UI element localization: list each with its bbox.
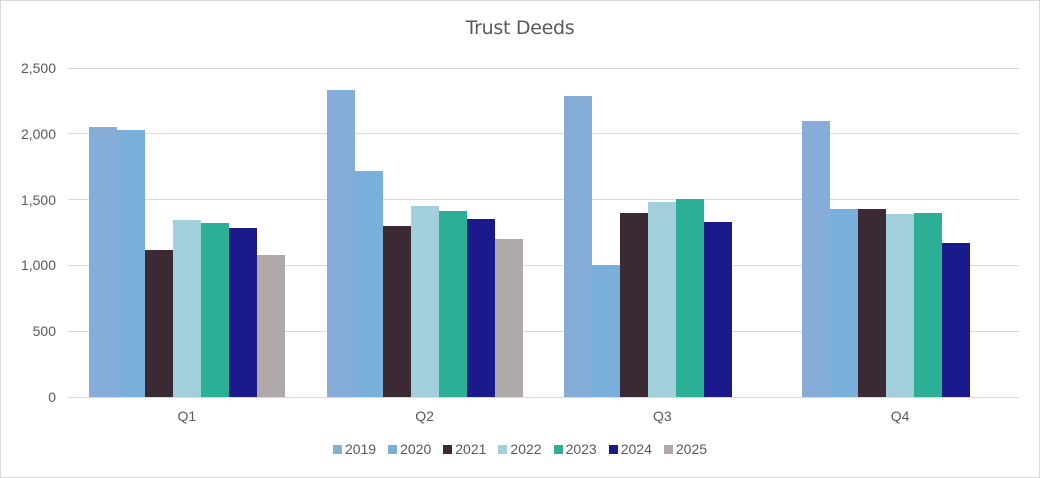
legend: 2019 2020 2021 2022 2023 2024 2025 [0,441,1040,457]
bar-q3-2022[interactable] [648,202,677,397]
chart-title: Trust Deeds [465,17,575,39]
gridline [68,199,1019,201]
bar-q2-2023[interactable] [438,211,467,397]
legend-item-2025[interactable]: 2025 [663,441,708,457]
y-tick-label: 1,000 [20,257,56,274]
bar-q4-2024[interactable] [942,243,971,397]
bar-q2-2019[interactable] [326,90,355,397]
bar-q3-2019[interactable] [564,96,593,397]
gridline [68,330,1019,332]
bar-q1-2022[interactable] [172,220,201,397]
legend-item-2022[interactable]: 2022 [498,441,542,457]
legend-label: 2023 [565,441,597,457]
legend-item-2023[interactable]: 2023 [553,441,597,457]
bar-q4-2019[interactable] [802,121,831,397]
legend-swatch-icon [332,444,342,454]
bar-q2-2020[interactable] [354,170,383,397]
legend-swatch-icon [663,444,673,454]
legend-label: 2022 [510,441,542,457]
legend-item-2020[interactable]: 2020 [388,441,431,457]
bar-q3-2021[interactable] [620,213,649,397]
bar-q1-2019[interactable] [88,127,117,397]
bar-q3-2023[interactable] [676,199,705,397]
bar-q2-2021[interactable] [382,226,411,397]
gridline [68,264,1019,266]
legend-label: 2020 [400,441,432,457]
bar-q1-2020[interactable] [116,130,145,397]
bar-q4-2022[interactable] [886,213,915,397]
legend-item-2021[interactable]: 2021 [443,441,486,457]
y-tick-label: 500 [32,323,56,340]
legend-swatch-icon [388,444,398,454]
bar-q2-2022[interactable] [410,206,439,397]
bar-q4-2021[interactable] [858,208,887,397]
legend-item-2019[interactable]: 2019 [332,441,377,457]
gridline [68,396,1019,398]
bar-q1-2021[interactable] [144,250,173,397]
bar-q3-2024[interactable] [704,221,733,397]
plot-area [68,67,1019,398]
bar-q2-2024[interactable] [466,219,495,397]
x-tick-label: Q1 [177,408,197,424]
legend-label: 2025 [675,441,708,457]
legend-item-2024[interactable]: 2024 [608,441,652,457]
bar-q4-2020[interactable] [830,208,859,397]
y-tick-label: 0 [48,389,56,405]
legend-label: 2024 [620,441,652,457]
x-tick-label: Q4 [890,408,910,424]
legend-swatch-icon [498,444,508,454]
bar-q1-2024[interactable] [228,228,257,397]
y-tick-label: 2,500 [20,60,56,76]
y-tick-label: 2,000 [20,125,56,142]
bar-q4-2023[interactable] [914,213,943,397]
bar-q1-2025[interactable] [256,255,285,397]
bar-q3-2020[interactable] [592,265,621,397]
bar-q2-2025[interactable] [494,239,523,397]
legend-label: 2021 [455,441,487,457]
x-tick-label: Q2 [415,408,434,424]
legend-swatch-icon [443,444,453,454]
legend-label: 2019 [344,441,377,457]
legend-swatch-icon [608,444,618,454]
x-tick-label: Q3 [653,408,672,424]
y-tick-label: 1,500 [20,191,56,208]
gridline [68,133,1019,135]
gridline [68,67,1019,69]
legend-swatch-icon [553,444,563,454]
bar-q1-2023[interactable] [200,223,229,397]
